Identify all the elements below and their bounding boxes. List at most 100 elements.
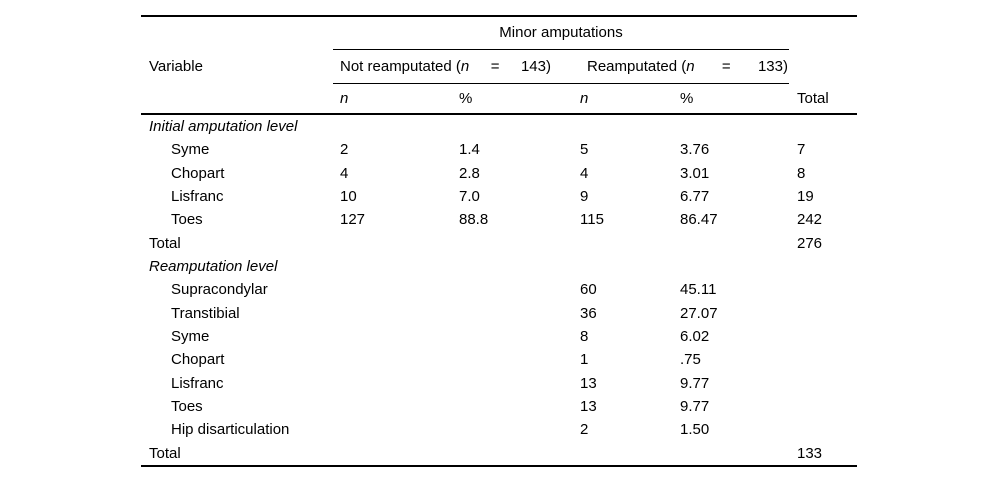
cell-pct-notreamp xyxy=(459,302,580,325)
cell-n-notreamp xyxy=(340,302,459,325)
cell-n-reamp: 115 xyxy=(580,211,604,229)
cell-pct-reamp: 3.76 xyxy=(680,141,710,159)
row-label: Chopart xyxy=(171,164,225,182)
cell-pct-notreamp xyxy=(459,442,580,465)
cell-total xyxy=(797,372,857,395)
column-header-row: n % n % Total xyxy=(141,84,857,113)
cell-n-notreamp xyxy=(340,325,459,348)
cell-n-notreamp xyxy=(340,232,459,255)
cell-n-reamp xyxy=(580,442,680,465)
cell-total: 19 xyxy=(797,187,814,205)
cell-pct-notreamp xyxy=(459,115,580,138)
row-label: Supracondylar xyxy=(171,281,268,299)
cell-total xyxy=(797,278,857,301)
spanner-title: Minor amputations xyxy=(499,24,623,41)
row-label: Toes xyxy=(171,211,203,229)
cell-n-notreamp xyxy=(340,348,459,371)
group-header-reamputated: Reamputated (n = 133) xyxy=(587,50,788,83)
cell-n-notreamp: 127 xyxy=(340,211,366,229)
group1-n-symbol: n xyxy=(460,58,470,75)
cell-n-reamp: 4 xyxy=(580,164,589,182)
cell-pct-reamp xyxy=(680,115,797,138)
row-label: Syme xyxy=(171,327,210,345)
group2-count: 133) xyxy=(757,58,788,75)
table-row: Syme 8 6.02 xyxy=(141,325,857,348)
rule-under-column-headers xyxy=(141,113,857,115)
variable-column-header: Variable xyxy=(149,58,203,75)
cell-n-notreamp xyxy=(340,255,459,278)
cell-pct-notreamp xyxy=(459,255,580,278)
cell-total: 7 xyxy=(797,141,806,159)
cell-n-reamp: 13 xyxy=(580,397,597,415)
column-header-n2: n xyxy=(580,90,589,107)
rule-bottom xyxy=(141,464,857,467)
column-header-pct1: % xyxy=(459,90,473,107)
cell-pct-reamp xyxy=(680,442,797,465)
cell-n-reamp: 5 xyxy=(580,141,589,159)
rule-under-group-headers xyxy=(333,83,789,84)
cell-n-reamp: 13 xyxy=(580,374,597,392)
table-row: Hip disarticulation 2 1.50 xyxy=(141,418,857,441)
table-row: Initial amputation level xyxy=(141,115,857,138)
table-row: Reamputation level xyxy=(141,255,857,278)
cell-n-notreamp xyxy=(340,418,459,441)
table-row: Total 133 xyxy=(141,442,857,465)
group1-equals: = xyxy=(490,58,500,75)
spanner-title-row: Minor amputations xyxy=(141,17,857,49)
cell-pct-notreamp xyxy=(459,232,580,255)
cell-n-notreamp xyxy=(340,442,459,465)
cell-n-reamp xyxy=(580,255,680,278)
row-label: Total xyxy=(149,444,181,462)
cell-n-notreamp xyxy=(340,372,459,395)
cell-pct-notreamp xyxy=(459,348,580,371)
cell-pct-reamp xyxy=(680,255,797,278)
cell-total xyxy=(797,418,857,441)
row-label: Chopart xyxy=(171,351,225,369)
table-row: Chopart 4 2.8 4 3.01 8 xyxy=(141,162,857,185)
cell-n-notreamp xyxy=(340,395,459,418)
group1-prefix: Not reamputated (n xyxy=(340,58,470,75)
row-label: Total xyxy=(149,234,181,252)
column-header-spacer xyxy=(141,84,340,113)
cell-pct-reamp: 6.02 xyxy=(680,327,710,345)
column-header-total: Total xyxy=(797,90,829,107)
row-label: Reamputation level xyxy=(149,257,278,275)
cell-total: 8 xyxy=(797,164,806,182)
rule-under-spanner-title xyxy=(333,49,789,50)
table-row: Lisfranc 10 7.0 9 6.77 19 xyxy=(141,185,857,208)
row-label: Lisfranc xyxy=(171,374,224,392)
cell-n-reamp: 2 xyxy=(580,421,589,439)
cell-n-reamp: 1 xyxy=(580,351,589,369)
group-header-not-reamputated: Not reamputated (n = 143) xyxy=(340,50,551,83)
cell-n-reamp: 36 xyxy=(580,304,597,322)
table-row: Toes 127 88.8 115 86.47 242 xyxy=(141,208,857,231)
group2-equals: = xyxy=(721,58,731,75)
amputation-table: Minor amputations Variable Not reamputat… xyxy=(141,15,857,467)
group2-n-symbol: n xyxy=(686,58,695,75)
cell-pct-reamp: 6.77 xyxy=(680,187,710,205)
cell-pct-reamp: 1.50 xyxy=(680,421,710,439)
table-row: Toes 13 9.77 xyxy=(141,395,857,418)
cell-n-notreamp: 10 xyxy=(340,187,357,205)
cell-n-reamp xyxy=(580,115,680,138)
cell-pct-notreamp xyxy=(459,372,580,395)
cell-pct-reamp: 45.11 xyxy=(680,281,717,299)
table-row: Transtibial 36 27.07 xyxy=(141,302,857,325)
cell-pct-notreamp xyxy=(459,325,580,348)
group1-count: 143) xyxy=(520,58,551,75)
table-row: Lisfranc 13 9.77 xyxy=(141,372,857,395)
cell-pct-reamp: 86.47 xyxy=(680,211,718,229)
cell-pct-reamp: .75 xyxy=(680,351,701,369)
row-label: Hip disarticulation xyxy=(171,421,290,439)
cell-pct-reamp: 27.07 xyxy=(680,304,718,322)
row-label: Transtibial xyxy=(171,304,240,322)
cell-total: 242 xyxy=(797,211,823,229)
row-label: Syme xyxy=(171,141,210,159)
table-row: Syme 2 1.4 5 3.76 7 xyxy=(141,138,857,161)
row-label: Lisfranc xyxy=(171,187,224,205)
table-row: Supracondylar 60 45.11 xyxy=(141,278,857,301)
cell-total xyxy=(797,395,857,418)
cell-total: 276 xyxy=(797,234,823,252)
cell-n-notreamp: 2 xyxy=(340,141,349,159)
